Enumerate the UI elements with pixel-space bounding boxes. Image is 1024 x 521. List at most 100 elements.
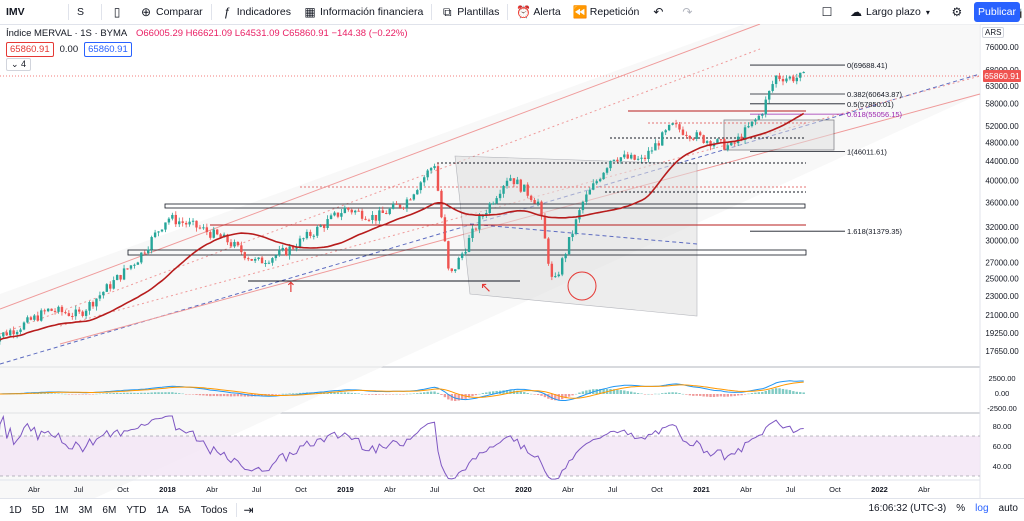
macd-pane[interactable] xyxy=(0,380,805,402)
candle-body xyxy=(785,78,788,82)
macd-histogram-bar xyxy=(167,392,171,394)
publish-button[interactable]: Publicar xyxy=(974,2,1020,22)
range-button[interactable]: 1M xyxy=(54,504,69,516)
macd-histogram-bar xyxy=(460,394,464,400)
redo-button[interactable]: ↷ xyxy=(674,0,703,24)
macd-histogram-bar xyxy=(795,391,798,394)
candle-body xyxy=(743,127,747,140)
candle-body xyxy=(585,194,588,202)
candle-body xyxy=(12,330,15,335)
collapse-legend-button[interactable]: ⌄ 4 xyxy=(6,58,32,71)
function-icon: ƒ xyxy=(223,5,231,19)
range-button[interactable]: YTD xyxy=(126,504,147,516)
fib-level-label: 0.382(60643.87) xyxy=(847,90,903,99)
candle-body xyxy=(771,84,774,91)
time-tick-label: Oct xyxy=(295,485,308,494)
symbol-search[interactable]: IMV xyxy=(6,6,25,18)
resistance-zone[interactable] xyxy=(164,203,806,209)
macd-histogram-bar xyxy=(650,394,654,395)
range-button[interactable]: 5D xyxy=(31,504,45,516)
up-arrow-icon[interactable]: ↑ xyxy=(285,280,297,296)
candle-body xyxy=(40,310,43,321)
candle-body xyxy=(278,249,281,256)
range-button[interactable]: 3M xyxy=(78,504,93,516)
layout-name-button[interactable]: ☁ Largo plazo ▾ xyxy=(843,0,944,24)
consolidation-box[interactable] xyxy=(723,119,835,151)
alarm-icon: ⏰ xyxy=(516,5,532,19)
macd-histogram-bar xyxy=(381,394,384,395)
candle-body xyxy=(716,139,719,144)
macd-histogram-bar xyxy=(571,394,574,396)
interval-selector[interactable]: S xyxy=(77,6,85,18)
up-left-arrow-icon[interactable]: ↖ xyxy=(480,280,492,296)
macd-histogram-bar xyxy=(536,394,540,395)
macd-histogram-bar xyxy=(333,392,336,394)
symbol-title[interactable]: Índice MERVAL · 1S · BYMA xyxy=(6,28,128,39)
highlight-circle[interactable] xyxy=(567,271,597,301)
templates-button[interactable]: ⧉ Plantillas xyxy=(434,0,505,24)
chart-area[interactable]: 0(69688.41)0.382(60643.87)0.5(57850.01)0… xyxy=(0,24,1024,498)
price-axis[interactable]: 17650.00 19250.00 21000.00 23000.00 25000.00… xyxy=(985,43,1019,356)
candle-body xyxy=(119,275,122,280)
indicators-button[interactable]: ƒ Indicadores xyxy=(214,0,297,24)
range-button[interactable]: 1D xyxy=(9,504,22,516)
candle-body xyxy=(747,126,750,128)
range-button[interactable]: 1A xyxy=(156,504,169,516)
candle-body xyxy=(633,154,636,160)
clock[interactable]: 16:06:32 (UTC-3) xyxy=(868,503,947,514)
candle-body xyxy=(160,229,164,232)
candle-body xyxy=(388,208,391,214)
macd-histogram-bar xyxy=(616,389,619,394)
candle-body xyxy=(750,121,754,127)
compare-button[interactable]: ⊕ Comparar xyxy=(133,0,209,24)
support-zone[interactable] xyxy=(127,249,807,256)
candle-body xyxy=(626,154,629,159)
candle-body xyxy=(450,268,453,272)
range-button[interactable]: 6M xyxy=(102,504,117,516)
settings-button[interactable]: ⚙ xyxy=(944,0,973,24)
candle-body xyxy=(60,306,64,313)
candle-body xyxy=(19,329,22,332)
macd-histogram-bar xyxy=(46,393,50,394)
macd-histogram-bar xyxy=(405,393,409,395)
candle-body xyxy=(447,241,450,269)
macd-histogram-bar xyxy=(736,394,740,396)
sell-price-box[interactable]: 65860.91 xyxy=(6,42,54,57)
goto-date-icon[interactable]: ⇥ xyxy=(243,503,254,517)
chart-type-button[interactable]: ▯ xyxy=(104,0,133,24)
alert-label: Alerta xyxy=(533,6,561,18)
log-toggle[interactable]: log xyxy=(975,503,989,514)
compare-label: Comparar xyxy=(156,6,203,18)
descending-channel[interactable] xyxy=(454,155,698,317)
financials-button[interactable]: ▦ Información financiera xyxy=(297,0,429,24)
macd-histogram-bar xyxy=(454,394,457,402)
candle-body xyxy=(723,139,726,150)
ohlc-values: O66005.29 H66621.09 L64531.09 C65860.91 … xyxy=(136,28,408,39)
replay-button[interactable]: ⏪ Repetición xyxy=(567,0,646,24)
macd-histogram-bar xyxy=(678,393,681,394)
auto-toggle[interactable]: auto xyxy=(998,503,1018,514)
time-axis[interactable]: Abr Jul Oct 2018 Abr Jul Oct 2019 Abr Jul Oct 2020 A… xyxy=(28,485,930,494)
candle-body xyxy=(184,222,188,225)
candle-body xyxy=(678,124,681,130)
macd-histogram-bar xyxy=(147,392,150,394)
buy-price-box[interactable]: 65860.91 xyxy=(84,42,132,57)
time-tick-label: Jul xyxy=(252,485,262,494)
undo-button[interactable]: ↶ xyxy=(645,0,674,24)
layout-name: Largo plazo xyxy=(866,6,921,18)
candle-body xyxy=(609,160,612,169)
candle-body xyxy=(419,182,422,191)
percent-toggle[interactable]: % xyxy=(956,503,966,514)
range-button[interactable]: 5A xyxy=(178,504,191,516)
macd-histogram-bar xyxy=(385,394,388,395)
channel-upper-line[interactable] xyxy=(0,24,761,310)
range-button[interactable]: Todos xyxy=(200,504,228,516)
alert-button[interactable]: ⏰ Alerta xyxy=(510,0,566,24)
macd-histogram-bar xyxy=(661,393,664,394)
candle-body xyxy=(29,317,33,320)
currency-label[interactable]: ARS xyxy=(982,27,1005,38)
chevron-icon: ⌄ xyxy=(11,59,22,69)
fibonacci-retracement[interactable]: 0(69688.41) 0.382(60643.87)0.5(57850.01)0… xyxy=(750,61,903,236)
price-tick-label: 48000.00 xyxy=(985,139,1019,148)
layout-checkbox[interactable]: ☐ xyxy=(814,0,843,24)
